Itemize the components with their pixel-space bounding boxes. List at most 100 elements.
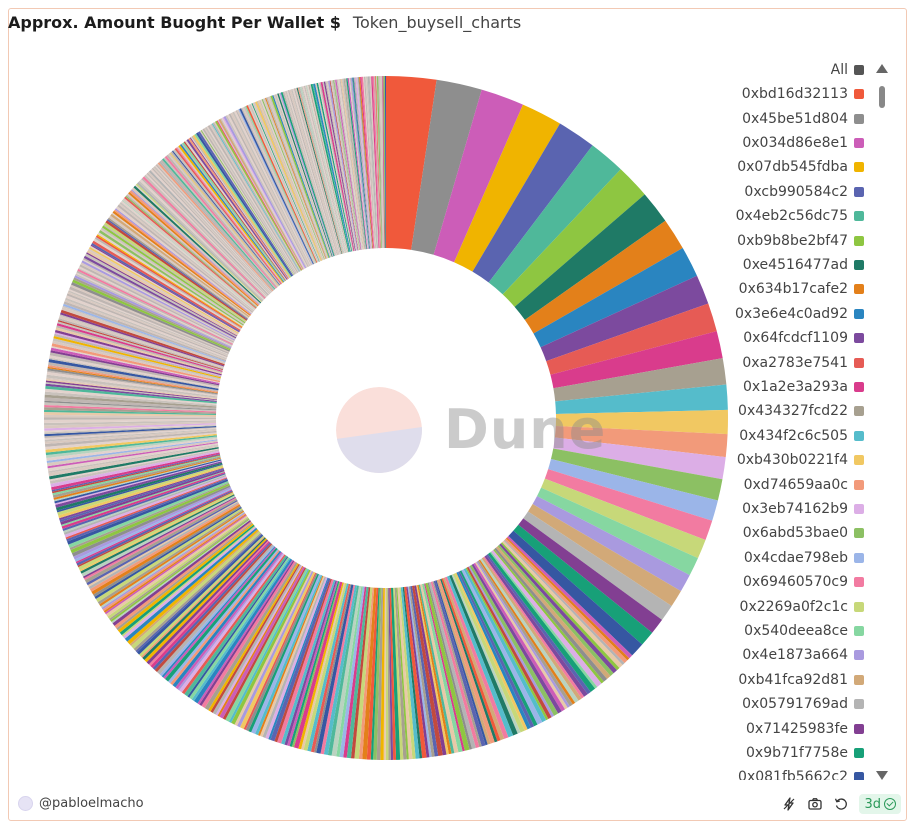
pie-slice[interactable] — [179, 144, 285, 283]
pie-slice[interactable] — [502, 169, 645, 307]
pie-slice[interactable] — [313, 83, 351, 252]
pie-slice[interactable] — [52, 455, 221, 496]
legend-scroll-up-icon[interactable] — [876, 64, 888, 73]
pie-slice[interactable] — [418, 584, 455, 754]
pie-slice[interactable] — [363, 76, 376, 249]
pie-slice[interactable] — [476, 561, 570, 708]
legend-item[interactable]: 0x4e1873a664 — [742, 643, 864, 667]
pie-slice[interactable] — [97, 232, 244, 327]
pie-slice[interactable] — [441, 578, 501, 742]
pie-slice[interactable] — [47, 368, 218, 395]
pie-slice[interactable] — [316, 584, 354, 754]
pie-slice[interactable] — [61, 306, 226, 365]
pie-slice[interactable] — [518, 518, 663, 633]
pie-slice[interactable] — [44, 397, 217, 410]
pie-slice[interactable] — [100, 227, 245, 325]
pie-slice[interactable] — [117, 523, 254, 633]
pie-slice[interactable] — [295, 87, 342, 255]
pie-slice[interactable] — [44, 402, 217, 412]
author-info[interactable]: @pabloelmacho — [18, 796, 144, 811]
pie-slice[interactable] — [168, 153, 279, 287]
pie-slice[interactable] — [264, 98, 326, 260]
pie-slice[interactable] — [75, 489, 233, 564]
pie-slice[interactable] — [201, 561, 296, 708]
pie-slice[interactable] — [178, 145, 284, 283]
pie-slice[interactable] — [347, 78, 368, 250]
pie-slice[interactable] — [217, 119, 303, 271]
pie-slice[interactable] — [303, 85, 346, 253]
pie-slice[interactable] — [50, 350, 220, 386]
pie-slice[interactable] — [124, 527, 258, 642]
pie-slice[interactable] — [343, 78, 366, 250]
pie-slice[interactable] — [46, 439, 218, 463]
pie-slice[interactable] — [89, 503, 240, 592]
pie-slice[interactable] — [385, 587, 389, 760]
pie-slice[interactable] — [329, 80, 359, 251]
pie-slice[interactable] — [156, 163, 273, 292]
pie-slice[interactable] — [400, 587, 420, 759]
pie-slice[interactable] — [118, 203, 254, 312]
pie-slice[interactable] — [260, 99, 325, 260]
pie-slice[interactable] — [56, 325, 223, 373]
pie-slice[interactable] — [548, 459, 718, 521]
pie-slice[interactable] — [138, 180, 264, 301]
pie-slice[interactable] — [350, 587, 371, 759]
pie-slice[interactable] — [456, 571, 531, 730]
pie-slice[interactable] — [201, 129, 295, 275]
pie-slice[interactable] — [124, 196, 257, 309]
pie-slice[interactable] — [477, 560, 573, 707]
pie-slice[interactable] — [44, 427, 217, 438]
query-name-link[interactable]: Token_buysell_charts — [352, 13, 522, 32]
pie-slice[interactable] — [427, 582, 473, 750]
pie-slice[interactable] — [527, 504, 681, 607]
pie-slice[interactable] — [358, 77, 373, 249]
pie-slice[interactable] — [270, 577, 331, 742]
pie-slice[interactable] — [259, 99, 324, 261]
pie-slice[interactable] — [44, 427, 217, 440]
pie-slice[interactable] — [494, 547, 608, 682]
legend-item[interactable]: 0x434327fcd22 — [738, 399, 864, 423]
pie-slice[interactable] — [228, 113, 309, 268]
pie-slice[interactable] — [217, 565, 304, 717]
pie-slice[interactable] — [349, 77, 369, 249]
pie-slice[interactable] — [60, 312, 225, 367]
pie-slice[interactable] — [493, 549, 604, 684]
pie-slice[interactable] — [210, 123, 300, 273]
pie-slice[interactable] — [44, 421, 217, 429]
pie-slice[interactable] — [45, 383, 217, 403]
pie-slice[interactable] — [432, 581, 482, 748]
pie-slice[interactable] — [304, 85, 347, 253]
legend-item[interactable]: 0xcb990584c2 — [744, 180, 864, 204]
pie-slice[interactable] — [88, 501, 239, 590]
pie-slice[interactable] — [77, 491, 234, 568]
pie-slice[interactable] — [472, 123, 593, 283]
pie-slice[interactable] — [135, 184, 262, 303]
pie-slice[interactable] — [251, 574, 321, 734]
pie-slice[interactable] — [44, 394, 217, 408]
pie-slice[interactable] — [164, 155, 277, 289]
pie-slice[interactable] — [254, 102, 321, 262]
pie-slice[interactable] — [212, 122, 301, 272]
pie-slice[interactable] — [261, 98, 325, 260]
pie-slice[interactable] — [72, 279, 231, 351]
legend-item[interactable]: 0x71425983fe — [746, 716, 864, 740]
pie-slice[interactable] — [474, 562, 568, 710]
pie-slice[interactable] — [99, 510, 245, 607]
pie-slice[interactable] — [362, 587, 377, 760]
pie-slice[interactable] — [49, 352, 220, 387]
pie-slice[interactable] — [370, 587, 380, 760]
pie-slice[interactable] — [541, 478, 706, 559]
pie-slice[interactable] — [209, 124, 299, 273]
pie-slice[interactable] — [328, 80, 358, 251]
pie-slice[interactable] — [199, 130, 294, 276]
pie-slice[interactable] — [59, 468, 225, 523]
pie-slice[interactable] — [70, 284, 230, 353]
pie-slice[interactable] — [283, 91, 336, 256]
pie-slice[interactable] — [212, 564, 302, 715]
pie-slice[interactable] — [433, 89, 523, 263]
pie-slice[interactable] — [461, 569, 543, 725]
pie-slice[interactable] — [465, 567, 549, 721]
pie-slice[interactable] — [68, 289, 229, 355]
pie-slice[interactable] — [105, 220, 248, 321]
pie-slice[interactable] — [95, 235, 243, 328]
